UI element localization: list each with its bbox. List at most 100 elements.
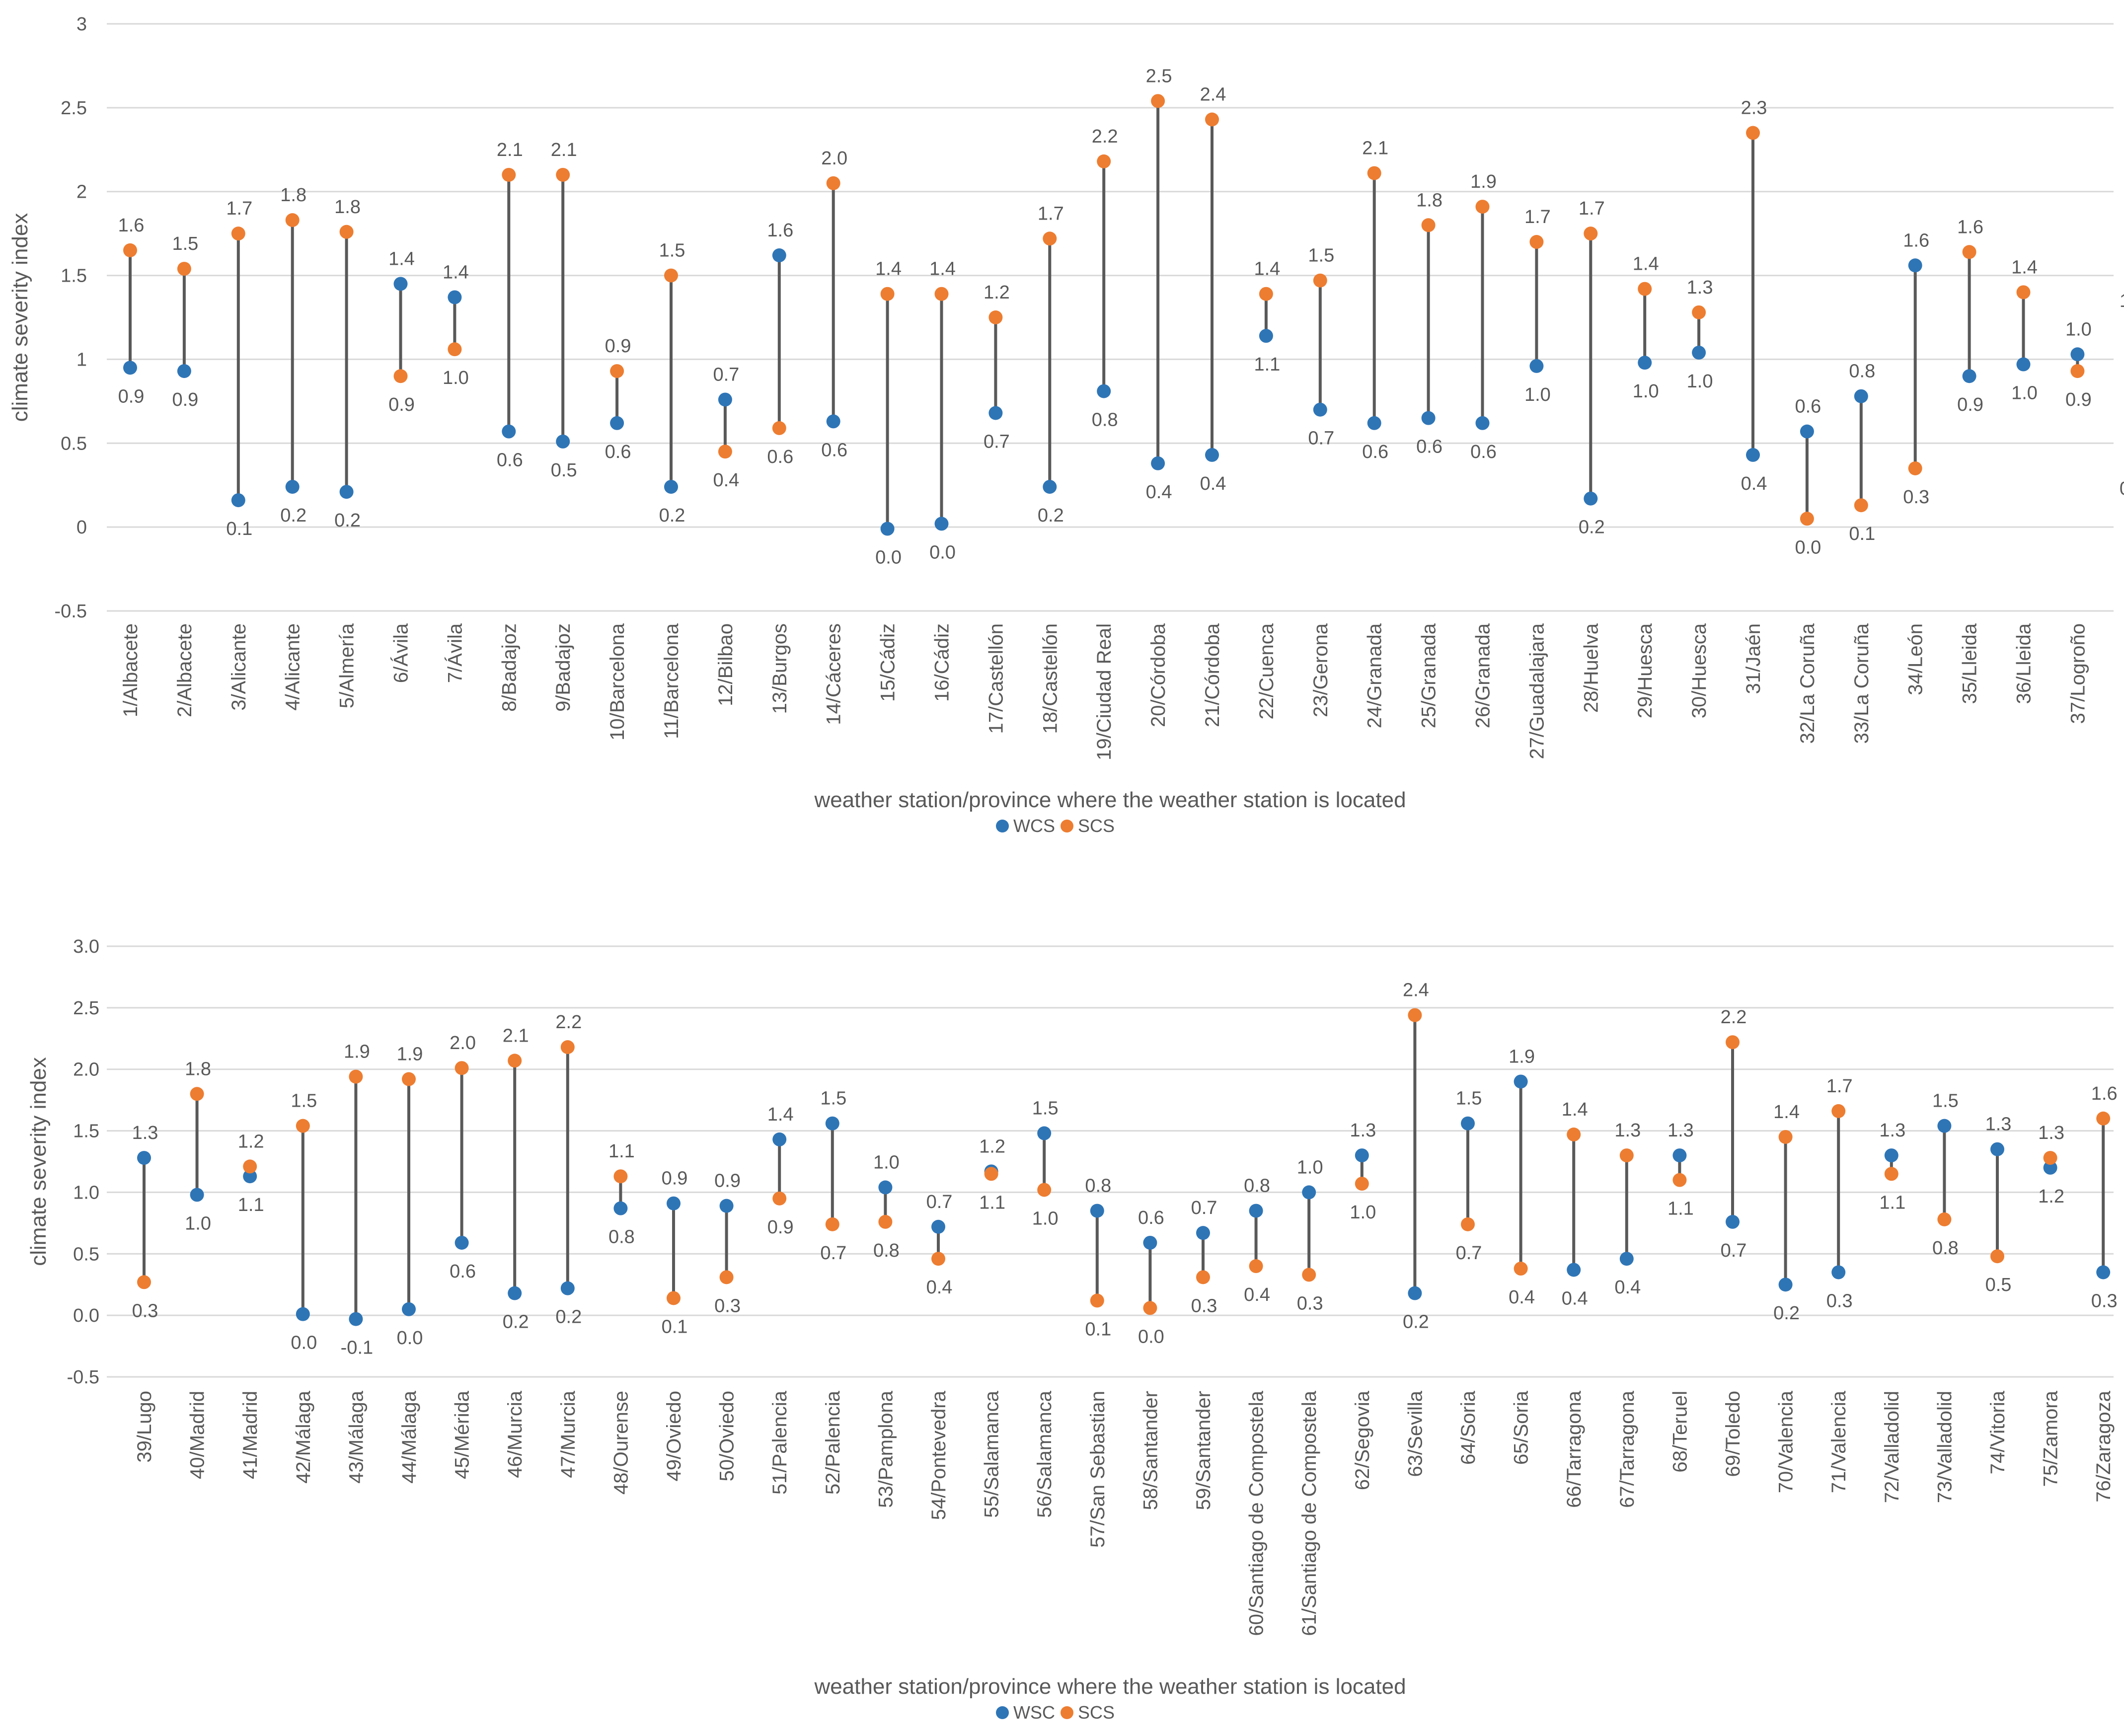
legend-marker-scs — [1061, 820, 1073, 832]
data-label: 0.3 — [714, 1295, 741, 1316]
point-scs — [1313, 273, 1327, 288]
point-wsc — [560, 1281, 575, 1295]
point-scs — [243, 1159, 257, 1174]
point-scs — [931, 1252, 945, 1266]
data-label: 0.7 — [1721, 1240, 1747, 1261]
x-category-label: 23/Gerona — [1310, 623, 1332, 717]
point-wsc — [2043, 1160, 2057, 1175]
data-label: 1.5 — [1032, 1098, 1059, 1119]
x-category-label: 27/Guadalajara — [1526, 623, 1548, 759]
y-tick-label: 1 — [76, 349, 87, 370]
point-scs — [560, 1040, 575, 1055]
data-label: 1.0 — [443, 368, 469, 388]
point-scs — [1584, 226, 1598, 241]
y-tick-label: 0.0 — [73, 1305, 99, 1326]
point-scs — [1726, 1035, 1740, 1050]
data-label: 0.7 — [713, 364, 739, 385]
x-category-label: 30/Huesca — [1688, 623, 1710, 718]
point-wsc — [1884, 1148, 1898, 1163]
data-label: 0.6 — [1362, 442, 1388, 462]
point-wsc — [613, 1201, 628, 1215]
data-label: 0.7 — [820, 1243, 846, 1264]
point-scs — [1205, 112, 1219, 127]
data-label: 0.1 — [1085, 1319, 1111, 1340]
x-category-label: 24/Granada — [1364, 623, 1386, 728]
data-label: 1.5 — [1932, 1091, 1959, 1112]
point-scs — [349, 1069, 363, 1084]
point-wsc — [931, 1219, 945, 1234]
data-label: 0.8 — [873, 1240, 900, 1261]
x-category-label: 42/Málaga — [293, 1390, 314, 1484]
data-label: 1.1 — [238, 1195, 264, 1215]
x-category-label: 58/Santander — [1139, 1391, 1161, 1510]
x-category-label: 12/Bilbao — [715, 623, 737, 706]
y-tick-label: 3 — [76, 14, 87, 35]
x-category-label: 36/Lleida — [2013, 623, 2035, 704]
data-label: 2.5 — [1146, 66, 1172, 86]
data-label: 0.7 — [984, 431, 1010, 452]
point-scs — [878, 1214, 893, 1229]
x-axis-title: weather station/province where the weath… — [814, 788, 1406, 812]
y-tick-label: 2.5 — [73, 998, 99, 1019]
y-tick-label: 0 — [76, 517, 87, 538]
legend-label: WSC — [1013, 1702, 1055, 1723]
point-wcs — [1043, 480, 1057, 494]
x-category-label: 38/Lugo — [2121, 623, 2124, 695]
x-category-label: 48/Ourense — [610, 1391, 632, 1495]
x-category-label: 65/Soria — [1511, 1390, 1532, 1465]
point-wsc — [455, 1235, 469, 1250]
point-scs — [718, 445, 732, 459]
point-scs — [1143, 1301, 1157, 1315]
point-scs — [177, 262, 191, 276]
data-label: 0.2 — [334, 510, 361, 531]
data-label: 0.0 — [875, 547, 902, 568]
x-category-label: 49/Oviedo — [663, 1391, 685, 1481]
point-scs — [1778, 1130, 1793, 1144]
data-label: 0.9 — [662, 1168, 688, 1189]
point-scs — [123, 243, 137, 257]
legend: WCS SCS — [996, 816, 1115, 836]
point-scs — [934, 287, 949, 301]
y-axis-title: climate severity index — [8, 213, 32, 422]
point-scs — [826, 176, 840, 190]
x-category-label: 66/Tarragona — [1563, 1390, 1585, 1508]
point-scs — [1800, 512, 1814, 526]
point-scs — [667, 1291, 681, 1305]
data-label: 0.2 — [1773, 1303, 1800, 1324]
point-wsc — [1090, 1204, 1104, 1218]
data-label: 0.4 — [1200, 473, 1226, 494]
x-category-label: 53/Pamplona — [875, 1390, 897, 1508]
point-scs — [1884, 1167, 1898, 1181]
x-category-label: 41/Madrid — [239, 1391, 261, 1479]
point-wcs — [988, 406, 1003, 420]
point-scs — [1567, 1128, 1581, 1142]
x-category-label: 20/Córdoba — [1147, 623, 1169, 727]
point-scs — [402, 1072, 416, 1086]
data-label: 1.0 — [873, 1152, 900, 1173]
point-scs — [1514, 1262, 1528, 1276]
x-category-label: 21/Córdoba — [1202, 623, 1223, 727]
data-label: 2.4 — [1403, 980, 1429, 1001]
data-label: 0.3 — [2091, 1290, 2118, 1311]
data-label: 0.8 — [1932, 1238, 1959, 1259]
data-label: 0.2 — [555, 1307, 582, 1328]
point-scs — [1043, 231, 1057, 246]
data-label: 0.6 — [1138, 1208, 1164, 1228]
x-category-label: 71/Valencia — [1828, 1390, 1850, 1493]
point-scs — [664, 268, 678, 283]
point-wsc — [1037, 1126, 1052, 1140]
point-scs — [988, 310, 1003, 324]
data-label: 2.1 — [503, 1025, 529, 1046]
data-label: 0.4 — [1614, 1277, 1641, 1298]
y-tick-label: 1.5 — [61, 266, 87, 287]
data-label: 0.6 — [1416, 437, 1442, 457]
data-label: 0.9 — [767, 1217, 794, 1238]
x-axis-title: weather station/province where the weath… — [814, 1674, 1406, 1699]
data-label: 2.1 — [1362, 138, 1388, 159]
point-wsc — [1514, 1074, 1528, 1089]
point-scs — [1249, 1259, 1263, 1274]
point-wcs — [285, 480, 300, 494]
x-category-label: 26/Granada — [1472, 623, 1494, 728]
data-label: 1.9 — [397, 1044, 423, 1065]
data-label: 0.0 — [1138, 1326, 1164, 1347]
